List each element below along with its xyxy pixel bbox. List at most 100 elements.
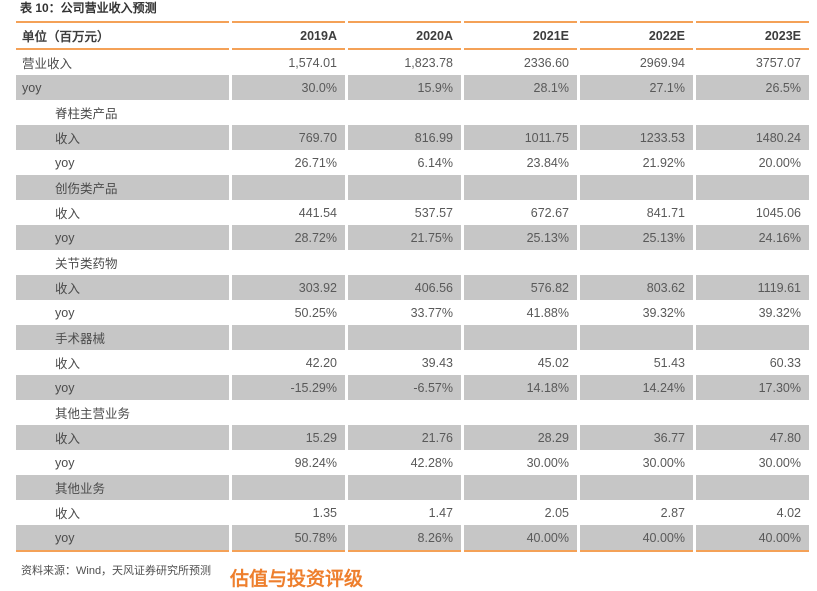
cell-value <box>348 100 461 125</box>
next-section-heading-clipped: 估值与投资评级 <box>230 569 364 590</box>
report-page-fragment: 表 10：公司营业收入预测 单位（百万元） 2019A 2020A 2021E 2022… <box>16 1 809 577</box>
cell-value: 1.47 <box>428 505 453 520</box>
cell-value: 576.82 <box>464 275 577 300</box>
cell-value: 20.00% <box>758 155 801 170</box>
cell-value <box>696 175 809 200</box>
cell-value <box>580 175 693 200</box>
cell-value <box>232 400 345 425</box>
row-label: 手术器械 <box>16 325 229 350</box>
cell-value: 39.32% <box>642 305 685 320</box>
cell-value: 21.75% <box>348 225 461 250</box>
table-body: 营业收入 1,574.01 1,823.78 2336.60 2969.94 3757.0… <box>16 50 809 552</box>
table-row: 收入 1.35 1.47 2.05 2.87 4.02 <box>16 500 809 525</box>
cell-value: 45.02 <box>537 355 569 370</box>
table-row: 收入 441.54 537.57 672.67 841.71 1045.06 <box>16 200 809 225</box>
row-label: 创伤类产品 <box>16 175 229 200</box>
table-row: yoy 50.78% 8.26% 40.00% 40.00% 40.00% <box>16 525 809 552</box>
cell-value: 841.71 <box>646 205 685 220</box>
table-row: 其他主营业务 <box>16 400 809 425</box>
cell-value: 537.57 <box>414 205 453 220</box>
cell-value: 816.99 <box>348 125 461 150</box>
row-label: yoy <box>16 375 229 400</box>
unit-header: 单位（百万元） <box>16 21 229 50</box>
cell-value <box>580 400 693 425</box>
source-note: 资料来源：Wind，天风证券研究所预测 <box>21 565 212 577</box>
cell-value: 30.0% <box>232 75 345 100</box>
cell-value <box>232 475 345 500</box>
cell-value: 6.14% <box>417 155 453 170</box>
cell-value: 39.32% <box>758 305 801 320</box>
cell-value: 1.35 <box>312 505 337 520</box>
cell-value: 30.00% <box>642 455 685 470</box>
cell-value <box>348 325 461 350</box>
table-row: 收入 769.70 816.99 1011.75 1233.53 1480.24 <box>16 125 809 150</box>
cell-value <box>232 100 345 125</box>
cell-value: 1,823.78 <box>404 55 453 70</box>
cell-value: 60.33 <box>769 355 801 370</box>
table-row: yoy 30.0% 15.9% 28.1% 27.1% 26.5% <box>16 75 809 100</box>
cell-value: 1011.75 <box>464 125 577 150</box>
cell-value: 1,574.01 <box>288 55 337 70</box>
cell-value: 17.30% <box>696 375 809 400</box>
year-column-header: 2023E <box>696 21 809 50</box>
cell-value: 769.70 <box>232 125 345 150</box>
cell-value: 30.00% <box>526 455 569 470</box>
cell-value <box>232 175 345 200</box>
cell-value: 51.43 <box>653 355 685 370</box>
cell-value: 26.5% <box>696 75 809 100</box>
cell-value: 41.88% <box>526 305 569 320</box>
cell-value: -6.57% <box>348 375 461 400</box>
cell-value: 2.87 <box>660 505 685 520</box>
cell-value: 39.43 <box>421 355 453 370</box>
cell-value: 14.18% <box>464 375 577 400</box>
cell-value: 441.54 <box>298 205 337 220</box>
cell-value: 25.13% <box>580 225 693 250</box>
cell-value: 30.00% <box>758 455 801 470</box>
cell-value: 672.67 <box>530 205 569 220</box>
row-label: 收入 <box>16 125 229 150</box>
cell-value: 303.92 <box>232 275 345 300</box>
cell-value: 15.29 <box>232 425 345 450</box>
row-label: yoy <box>55 155 75 170</box>
cell-value: 28.1% <box>464 75 577 100</box>
table-row: 关节类药物 <box>16 250 809 275</box>
table-row: yoy 98.24% 42.28% 30.00% 30.00% 30.00% <box>16 450 809 475</box>
row-label: yoy <box>16 225 229 250</box>
cell-value: 1233.53 <box>580 125 693 150</box>
cell-value: 24.16% <box>696 225 809 250</box>
year-column-header: 2022E <box>580 21 693 50</box>
cell-value <box>348 475 461 500</box>
cell-value <box>580 325 693 350</box>
cell-value: 23.84% <box>526 155 569 170</box>
cell-value: 98.24% <box>294 455 337 470</box>
cell-value <box>232 250 345 275</box>
row-label: 收入 <box>16 275 229 300</box>
cell-value <box>696 100 809 125</box>
cell-value: 14.24% <box>580 375 693 400</box>
cell-value <box>464 475 577 500</box>
cell-value <box>464 175 577 200</box>
cell-value: 2.05 <box>544 505 569 520</box>
table-row: 收入 42.20 39.43 45.02 51.43 60.33 <box>16 350 809 375</box>
cell-value <box>464 325 577 350</box>
table-row: 营业收入 1,574.01 1,823.78 2336.60 2969.94 3757.0… <box>16 50 809 75</box>
cell-value <box>348 400 461 425</box>
year-column-header: 2021E <box>464 21 577 50</box>
cell-value: 40.00% <box>696 525 809 552</box>
cell-value: 1045.06 <box>755 205 801 220</box>
row-label: 收入 <box>55 207 81 221</box>
table-header-row: 单位（百万元） 2019A 2020A 2021E 2022E 2023E <box>16 21 809 50</box>
table-row: yoy 50.25% 33.77% 41.88% 39.32% 39.32% <box>16 300 809 325</box>
row-label: 其他业务 <box>16 475 229 500</box>
table-row: 手术器械 <box>16 325 809 350</box>
cell-value: -15.29% <box>232 375 345 400</box>
cell-value <box>232 325 345 350</box>
table-row: yoy -15.29% -6.57% 14.18% 14.24% 17.30% <box>16 375 809 400</box>
row-label: 收入 <box>55 507 81 521</box>
cell-value <box>696 250 809 275</box>
table-row: 收入 15.29 21.76 28.29 36.77 47.80 <box>16 425 809 450</box>
row-label: 收入 <box>55 357 81 371</box>
cell-value: 27.1% <box>580 75 693 100</box>
cell-value: 36.77 <box>580 425 693 450</box>
cell-value <box>464 400 577 425</box>
